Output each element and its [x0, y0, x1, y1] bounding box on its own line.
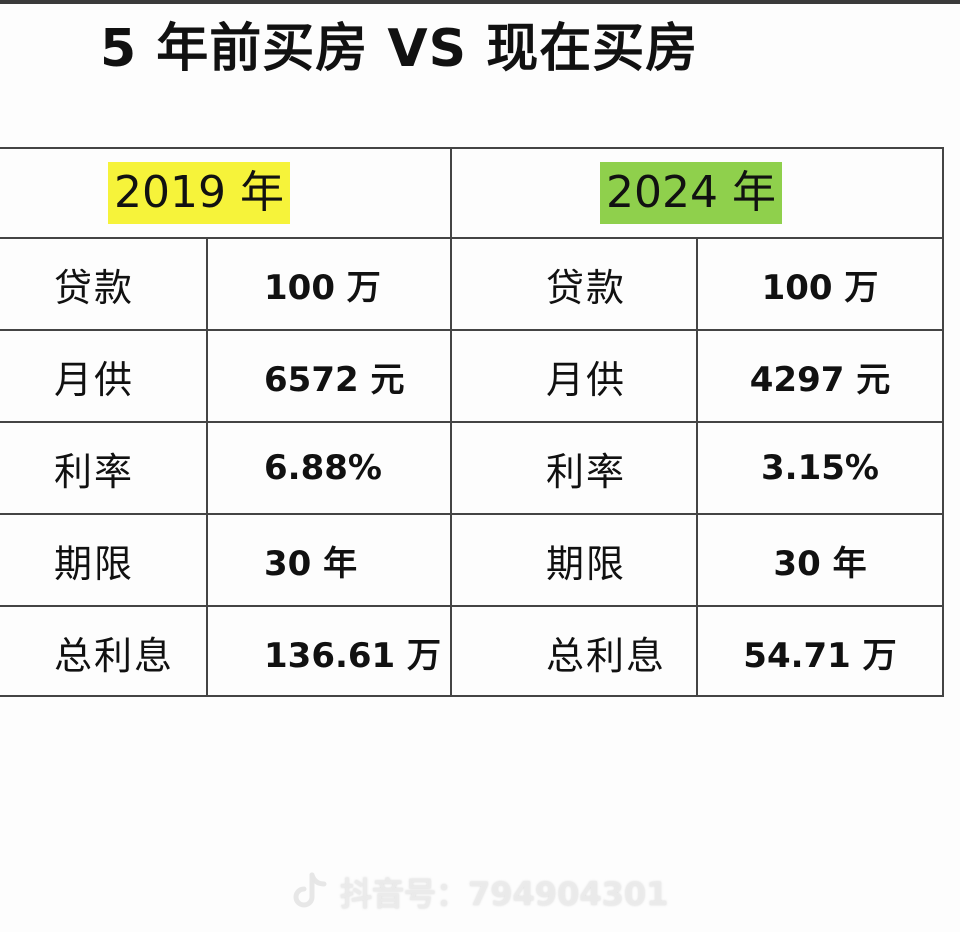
- row-label: 贷款: [546, 265, 627, 310]
- divider-gap: [490, 366, 538, 372]
- year-label-2019: 2019 年: [108, 162, 290, 224]
- row-label: 利率: [54, 449, 135, 494]
- table-2024: 2024 年 贷款 100 万 月供 4297 元 利率 3.15% 期限 30…: [450, 147, 944, 697]
- table-row: 利率 3.15%: [450, 423, 942, 515]
- top-bar: [0, 0, 960, 4]
- tiktok-icon: [293, 872, 327, 908]
- table-row: 利率 6.88%: [0, 423, 450, 515]
- row-value: 3.15%: [696, 423, 942, 513]
- row-label: 总利息: [54, 633, 175, 678]
- table-row: 月供 6572 元: [0, 331, 450, 423]
- row-label: 利率: [546, 449, 627, 494]
- table-row: 期限 30 年: [0, 515, 450, 607]
- row-label: 总利息: [546, 633, 667, 678]
- row-label: 月供: [54, 357, 135, 402]
- table-row: 总利息 54.71 万: [450, 607, 942, 697]
- table-row: 贷款 100 万: [0, 239, 450, 331]
- row-label: 期限: [546, 541, 627, 586]
- row-label: 贷款: [54, 265, 135, 310]
- table-2019: 2019 年 贷款 100 万 月供 6572 元 利率 6.88% 期限 30…: [0, 147, 452, 697]
- year-header-2024: 2024 年: [450, 149, 942, 239]
- row-value: 6572 元: [206, 331, 450, 421]
- page-title: 5 年前买房 VS 现在买房: [100, 19, 699, 79]
- row-value: 100 万: [206, 239, 450, 329]
- table-row: 月供 4297 元: [450, 331, 942, 423]
- table-row: 期限 30 年: [450, 515, 942, 607]
- row-value: 30 年: [696, 515, 942, 605]
- table-row: 贷款 100 万: [450, 239, 942, 331]
- row-value: 100 万: [696, 239, 942, 329]
- row-value: 30 年: [206, 515, 450, 605]
- row-value: 54.71 万: [696, 607, 942, 697]
- row-value: 136.61 万: [206, 607, 450, 697]
- row-label: 期限: [54, 541, 135, 586]
- row-label: 月供: [546, 357, 627, 402]
- year-header-2019: 2019 年: [0, 149, 450, 239]
- comparison-table: 2019 年 贷款 100 万 月供 6572 元 利率 6.88% 期限 30…: [0, 147, 944, 697]
- row-value: 4297 元: [696, 331, 942, 421]
- year-label-2024: 2024 年: [600, 162, 782, 224]
- watermark: 抖音号：794904301: [290, 866, 668, 918]
- watermark-text: 抖音号：794904301: [340, 875, 669, 913]
- table-row: 总利息 136.61 万: [0, 607, 450, 697]
- row-value: 6.88%: [206, 423, 450, 513]
